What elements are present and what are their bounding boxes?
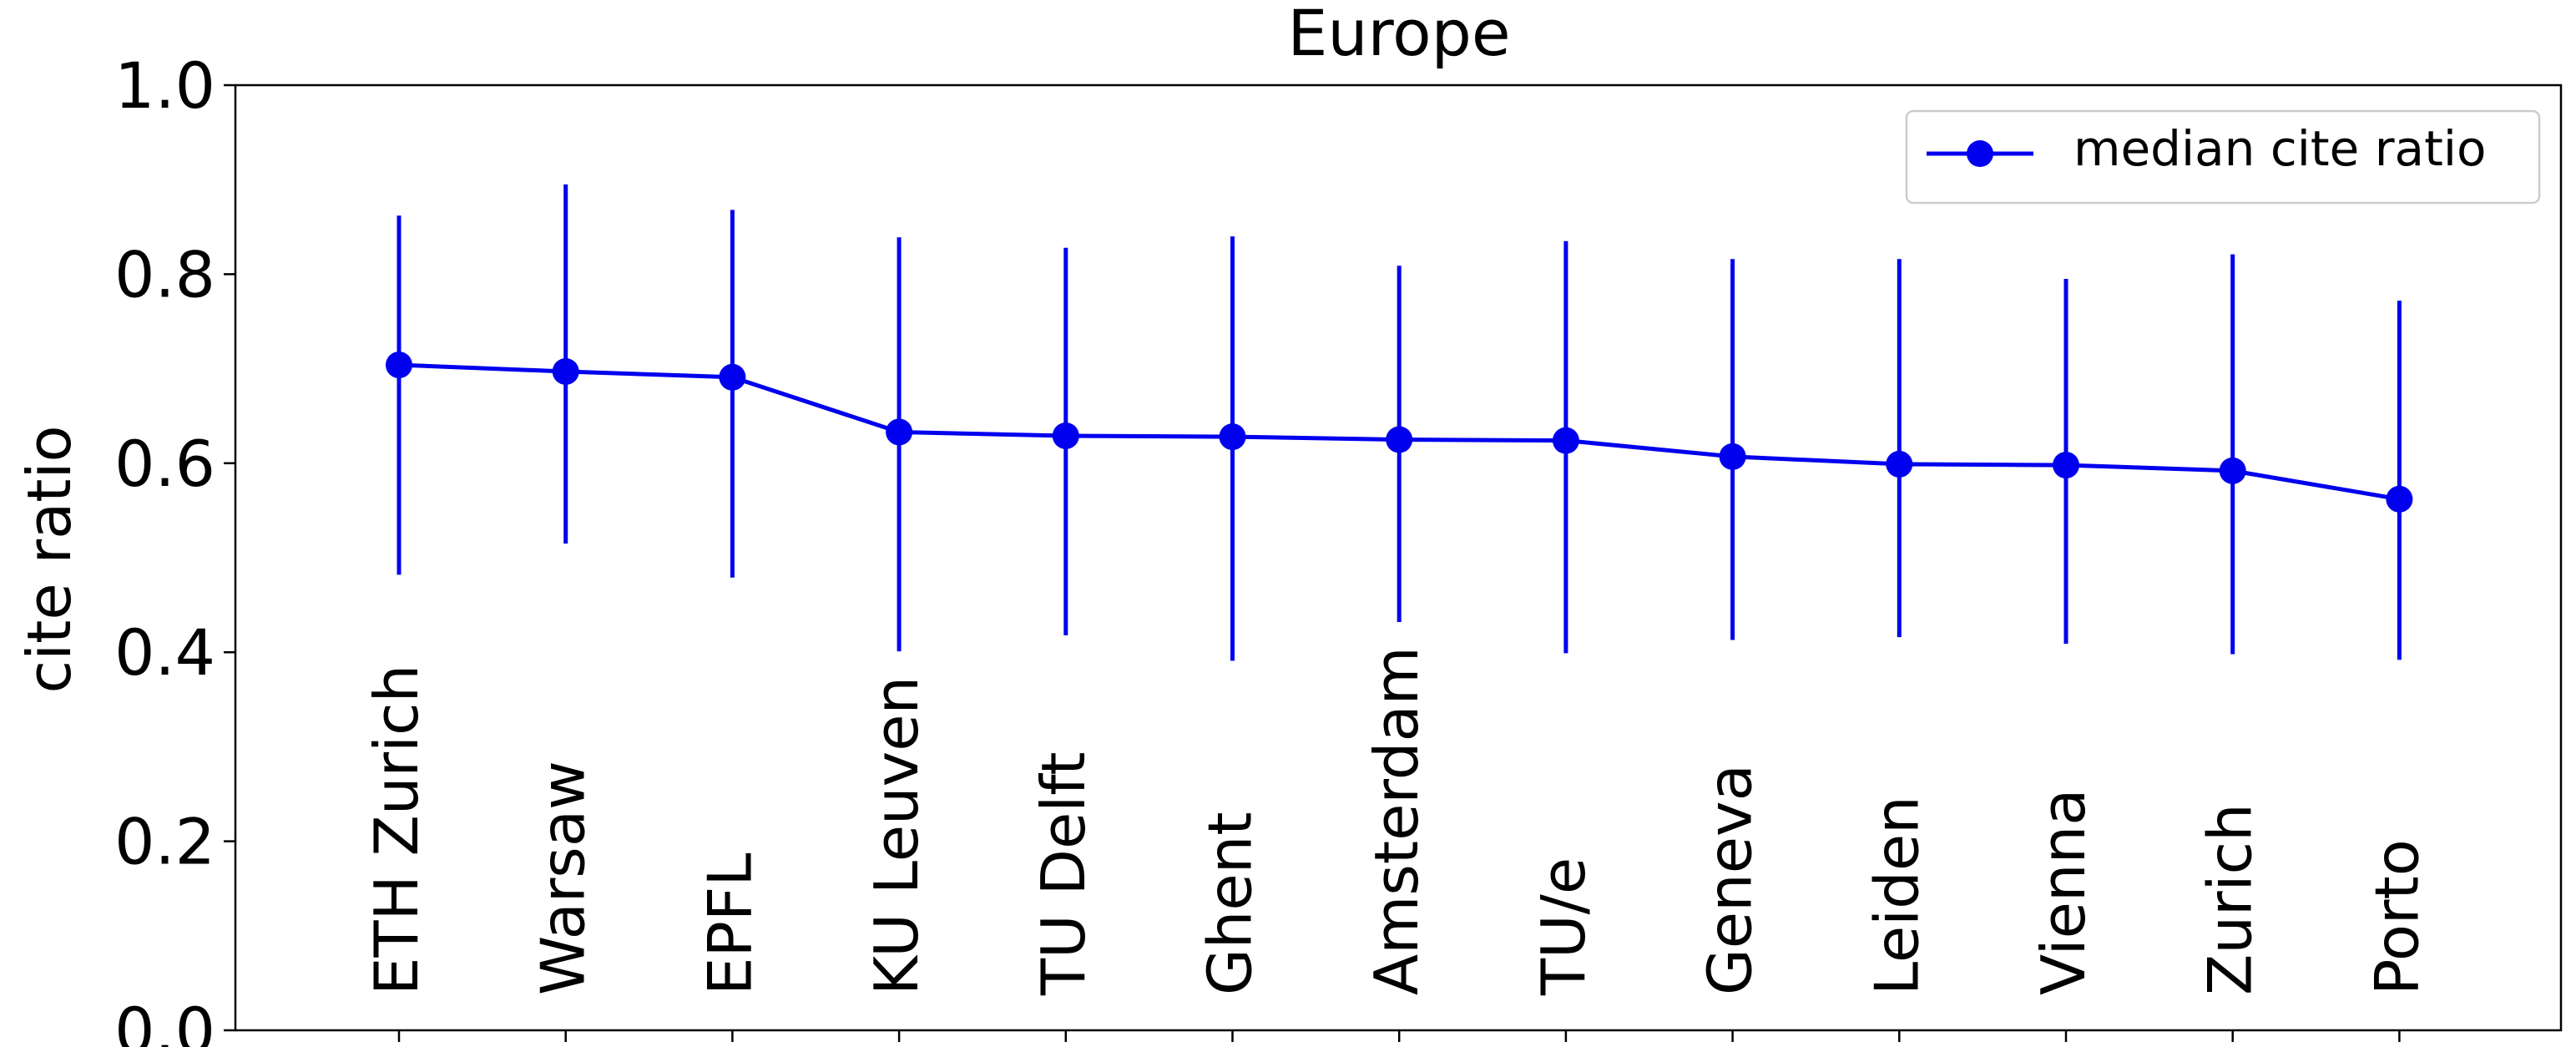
chart-title: Europe <box>1287 0 1510 70</box>
data-point <box>2053 452 2079 479</box>
category-label: ETH Zurich <box>361 665 432 995</box>
data-point <box>1219 423 1246 451</box>
legend-box <box>1905 109 2541 205</box>
category-label: Leiden <box>1861 796 1932 995</box>
y-tick-label: 1.0 <box>114 48 215 123</box>
y-tick-label: 0.4 <box>114 615 215 690</box>
legend-label: median cite ratio <box>2073 120 2486 177</box>
category-label: Amsterdam <box>1361 646 1432 995</box>
category-label: Warsaw <box>528 761 599 995</box>
category-label: Ghent <box>1195 812 1265 995</box>
category-label: TU Delft <box>1028 751 1099 996</box>
error-bars <box>397 184 2402 661</box>
category-label: TU/e <box>1528 857 1599 996</box>
category-label: EPFL <box>695 853 765 995</box>
data-point <box>719 363 746 391</box>
data-point <box>386 352 412 379</box>
category-label: Geneva <box>1695 764 1765 995</box>
data-point <box>552 357 579 385</box>
category-label: KU Leuven <box>861 676 932 995</box>
data-point <box>1886 450 1913 478</box>
y-axis-label: cite ratio <box>14 425 84 693</box>
category-label: Zurich <box>2195 803 2265 995</box>
data-point <box>1719 443 1746 470</box>
y-tick-label: 0.8 <box>114 237 215 311</box>
y-tick-label: 0.6 <box>114 427 215 501</box>
category-labels: ETH Zurich Warsaw EPFL KU Leuven TU Delft Ghe… <box>361 646 2432 996</box>
data-point <box>1552 427 1579 454</box>
data-point <box>2219 457 2246 484</box>
legend-marker-swatch <box>1967 140 1993 167</box>
y-tick-label: 0.2 <box>114 805 215 879</box>
data-point <box>886 418 913 446</box>
x-axis <box>397 1030 2401 1042</box>
category-label: Vienna <box>2028 789 2099 995</box>
y-tick-label: 0.0 <box>114 994 215 1047</box>
data-point <box>1386 426 1413 453</box>
data-point <box>1052 422 1079 449</box>
y-axis: 0.0 0.2 0.4 0.6 0.8 1.0 <box>114 48 235 1047</box>
data-point <box>2386 485 2413 513</box>
legend: median cite ratio <box>1905 109 2541 205</box>
category-label: Porto <box>2361 839 2432 995</box>
data-points <box>386 352 2413 513</box>
